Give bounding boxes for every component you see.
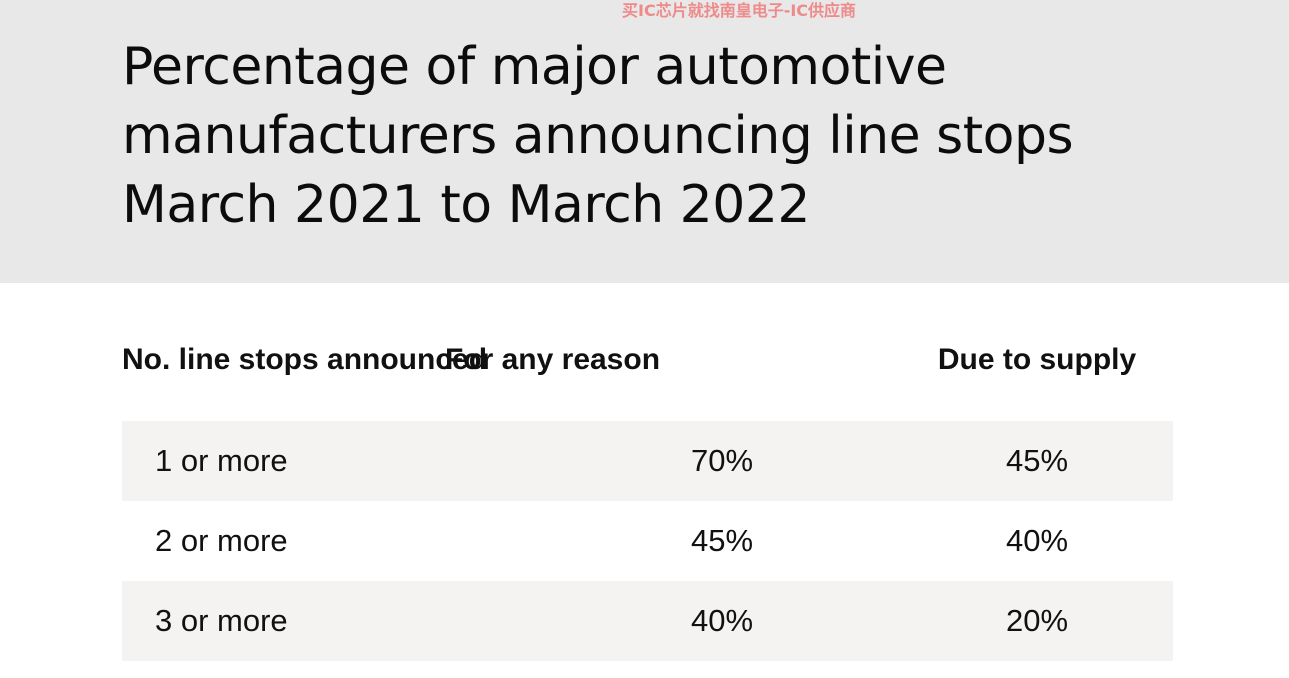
cell-due-to-supply: 45% — [1005, 443, 1069, 478]
cell-line-stops: 3 or more — [155, 603, 288, 638]
table-row: 1 or more 70% 45% — [122, 421, 1173, 501]
cell-any-reason: 70% — [690, 443, 754, 478]
table-body: 1 or more 70% 45% 2 or more 45% 40% 3 or… — [122, 421, 1173, 661]
cell-line-stops: 1 or more — [155, 443, 288, 478]
cell-due-to-supply: 40% — [1005, 523, 1069, 558]
title-banner: 买IC芯片就找南皇电子-IC供应商 Percentage of major au… — [0, 0, 1289, 283]
cell-any-reason: 40% — [690, 603, 754, 638]
cell-any-reason: 45% — [690, 523, 754, 558]
watermark-text: 买IC芯片就找南皇电子-IC供应商 — [622, 1, 857, 20]
table-header-row: No. line stops announced For any reason … — [122, 330, 1173, 390]
cell-line-stops: 2 or more — [155, 523, 288, 558]
cell-due-to-supply: 20% — [1005, 603, 1069, 638]
data-table: No. line stops announced For any reason … — [122, 330, 1173, 661]
chart-title: Percentage of major automotive manufactu… — [122, 37, 1074, 235]
table-row: 3 or more 40% 20% — [122, 581, 1173, 661]
column-header-due-to-supply: Due to supply — [937, 343, 1137, 376]
column-header-line-stops: No. line stops announced — [122, 343, 488, 376]
table-row: 2 or more 45% 40% — [122, 501, 1173, 581]
column-header-any-reason: For any reason — [444, 343, 661, 376]
